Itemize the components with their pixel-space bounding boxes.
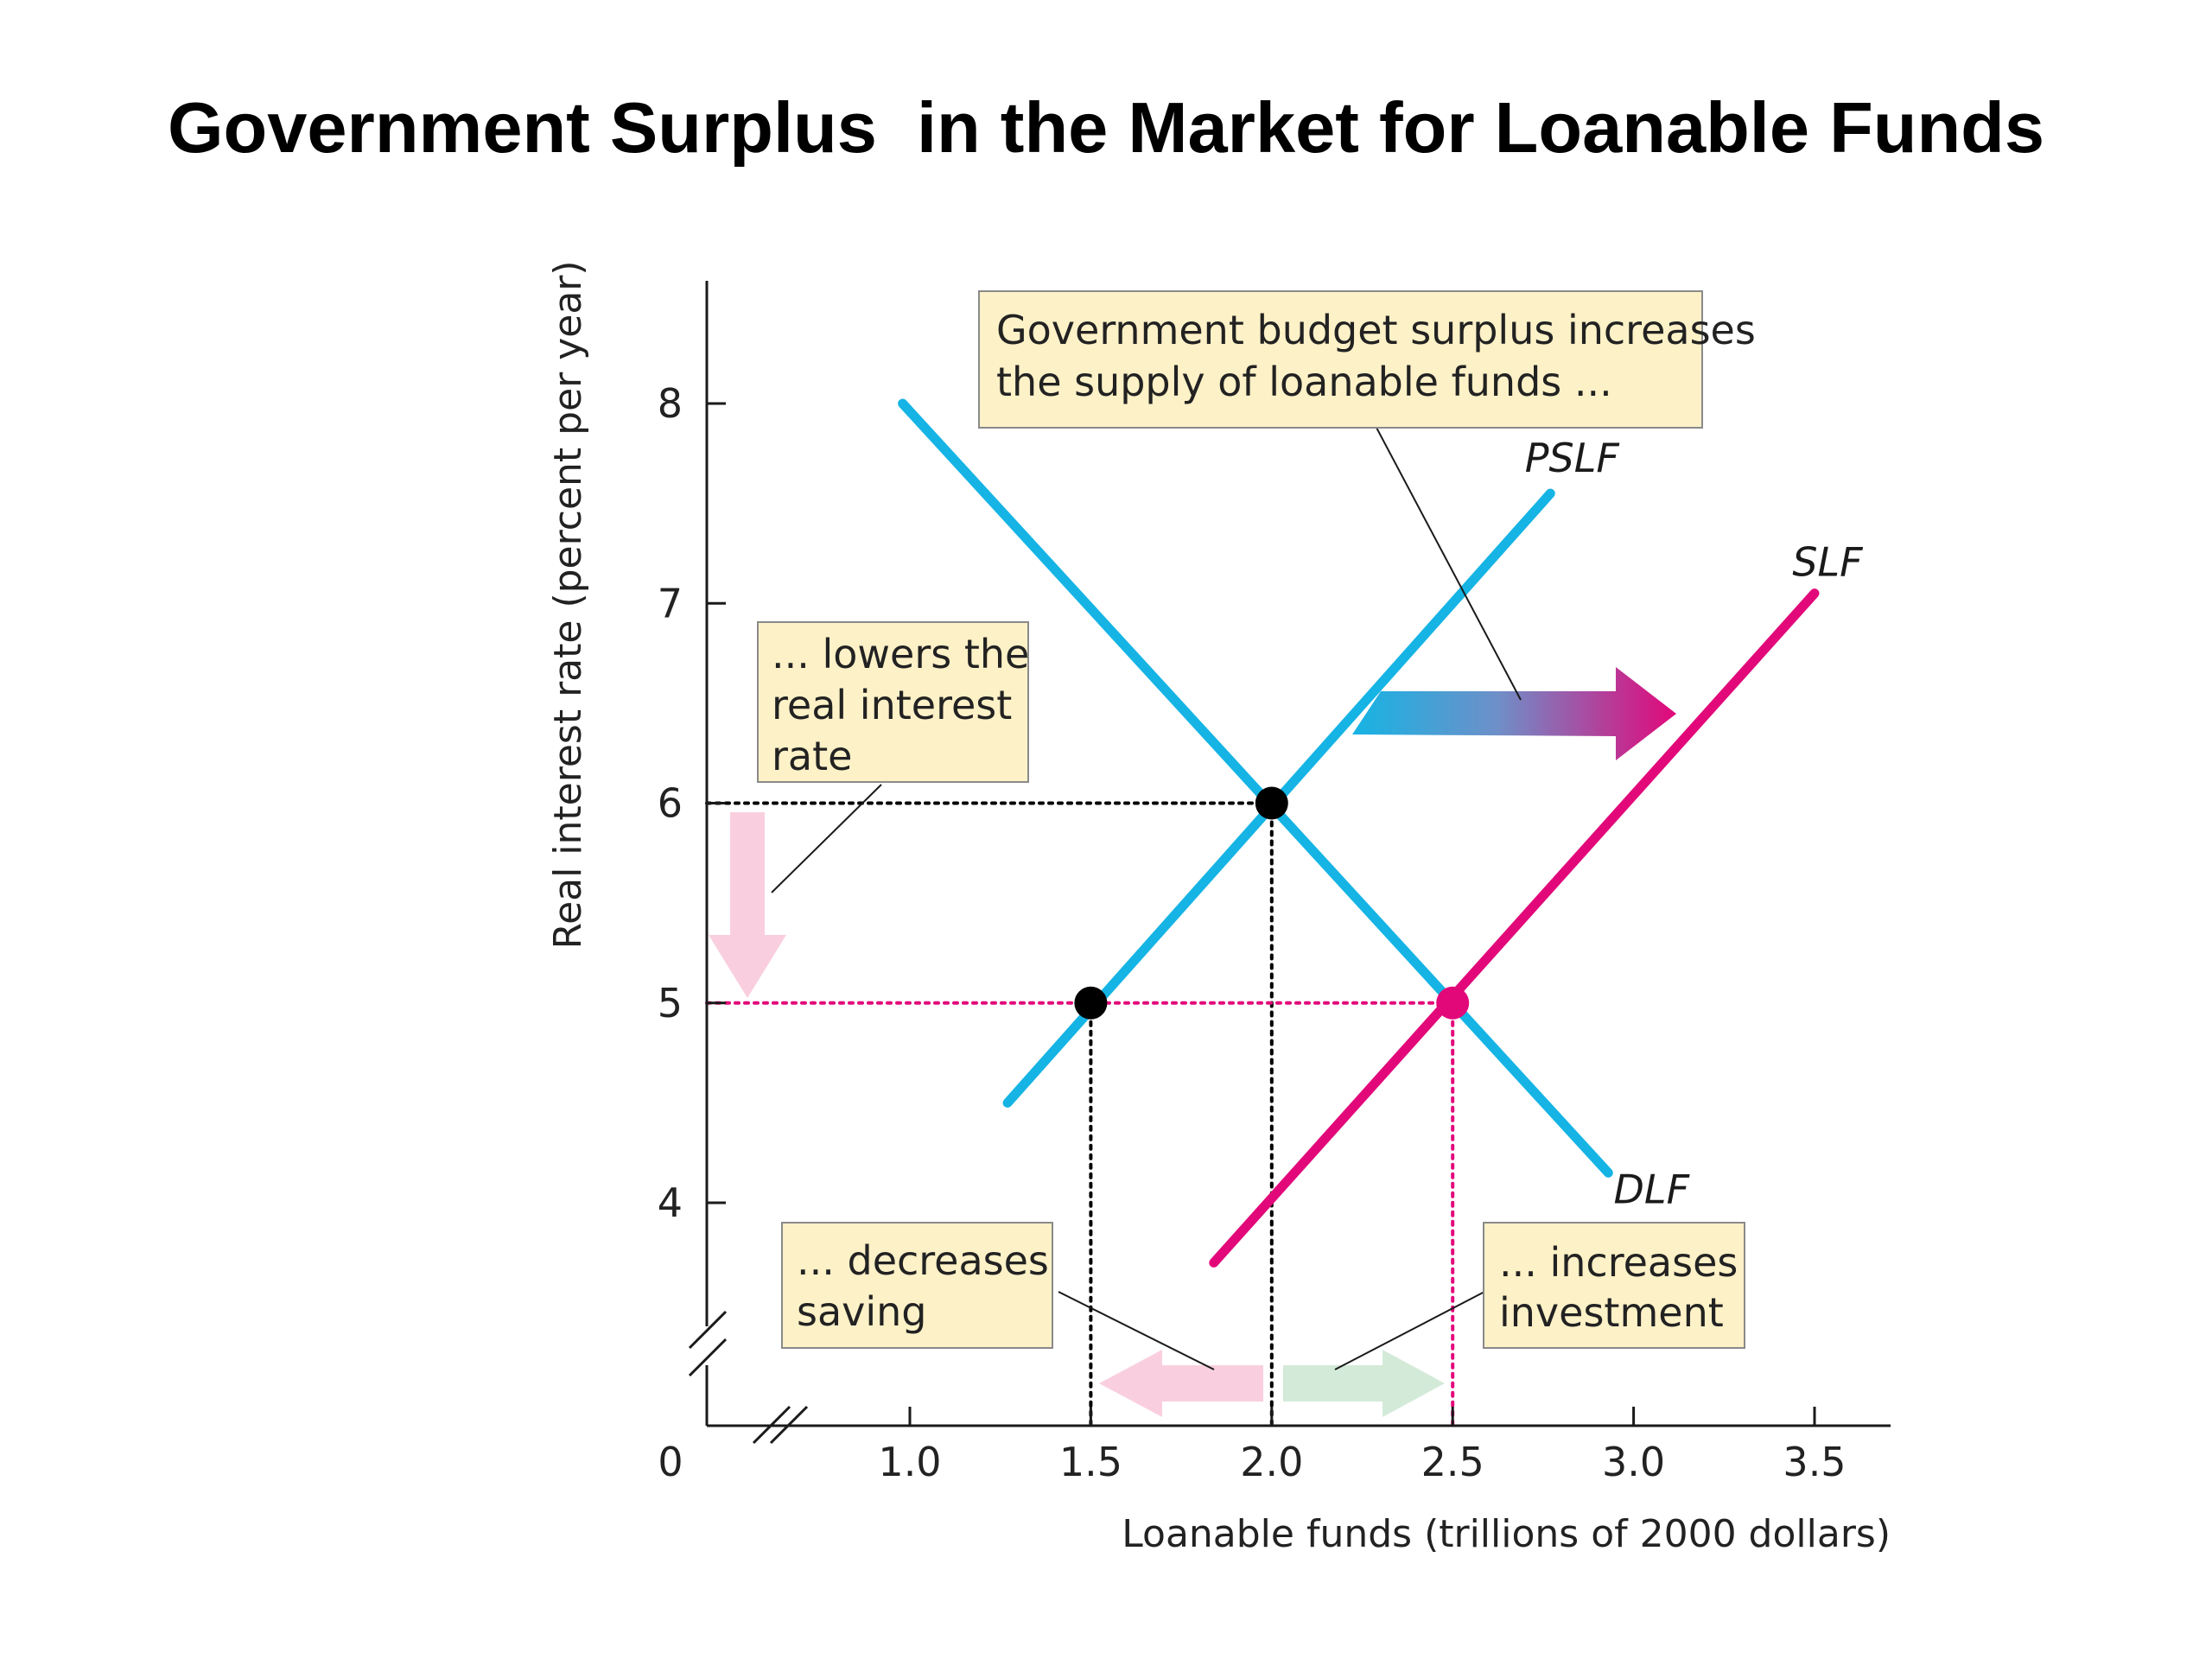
annotation-text: the supply of loanable funds ... <box>996 359 1612 405</box>
y-axis-break-mark <box>688 1310 728 1350</box>
equilibrium-point-1 <box>1074 986 1108 1020</box>
annotation-leader-0 <box>1375 425 1522 701</box>
supply-shift-arrow <box>1352 667 1676 760</box>
annotation-box-bg <box>978 290 1703 429</box>
x-axis-break-mark <box>769 1405 809 1445</box>
x-tick-label: 2.0 <box>1240 1439 1303 1485</box>
annotation-text: real interest <box>772 682 1012 728</box>
rate-down-arrow <box>709 812 786 998</box>
page-title: Government Surplus in the Market for Loa… <box>167 87 2045 168</box>
annotation-text: ... lowers the <box>772 631 1029 677</box>
equilibrium-point-0 <box>1255 786 1288 820</box>
y-axis-break-mark <box>688 1338 728 1377</box>
y-tick-label: 6 <box>658 780 683 827</box>
saving-decrease-arrow <box>1099 1350 1263 1417</box>
annotation-box-bg <box>757 621 1029 783</box>
y-tick-label: 8 <box>658 380 683 427</box>
annotation-box-0: Government budget surplus increases the s… <box>978 290 1756 429</box>
x-tick-label: 3.5 <box>1783 1439 1846 1485</box>
annotation-text: saving <box>797 1288 927 1335</box>
annotation-box-1: ... lowers the real interest rate <box>757 621 1029 783</box>
investment-increase-arrow <box>1283 1350 1445 1417</box>
y-tick-label: 4 <box>658 1179 683 1226</box>
curve-dlf <box>898 398 1613 1178</box>
annotation-text: investment <box>1499 1289 1724 1336</box>
equilibrium-point-2 <box>1436 986 1470 1020</box>
y-axis-title: Real interest rate (percent per year) <box>546 260 590 949</box>
annotation-box-bg <box>1483 1222 1745 1349</box>
x-tick-label: 3.0 <box>1602 1439 1665 1485</box>
annotation-leader-2 <box>1058 1291 1215 1370</box>
x-tick-label: 2.5 <box>1421 1439 1484 1485</box>
annotation-leader-3 <box>1334 1291 1485 1370</box>
origin-label: 0 <box>658 1439 683 1485</box>
x-tick-label: 1.5 <box>1059 1439 1122 1485</box>
curve-slf <box>1209 588 1820 1268</box>
x-axis-break-mark <box>752 1405 791 1445</box>
annotation-text: ... increases <box>1499 1239 1738 1286</box>
x-tick-label: 1.0 <box>878 1439 941 1485</box>
curve-label-dlf: DLF <box>1614 1166 1690 1212</box>
annotation-text: ... decreases <box>797 1237 1049 1284</box>
curve-label-pslf: PSLF <box>1525 435 1620 481</box>
annotation-box-bg <box>781 1222 1053 1349</box>
x-axis-title: Loanable funds (trillions of 2000 dollar… <box>1122 1512 1891 1556</box>
annotation-leader-1 <box>771 784 882 893</box>
annotation-text: rate <box>772 733 852 779</box>
curve-label-slf: SLF <box>1792 539 1863 586</box>
y-tick-label: 7 <box>658 580 683 626</box>
y-tick-label: 5 <box>658 980 683 1027</box>
annotation-text: Government budget surplus increases <box>996 307 1756 353</box>
